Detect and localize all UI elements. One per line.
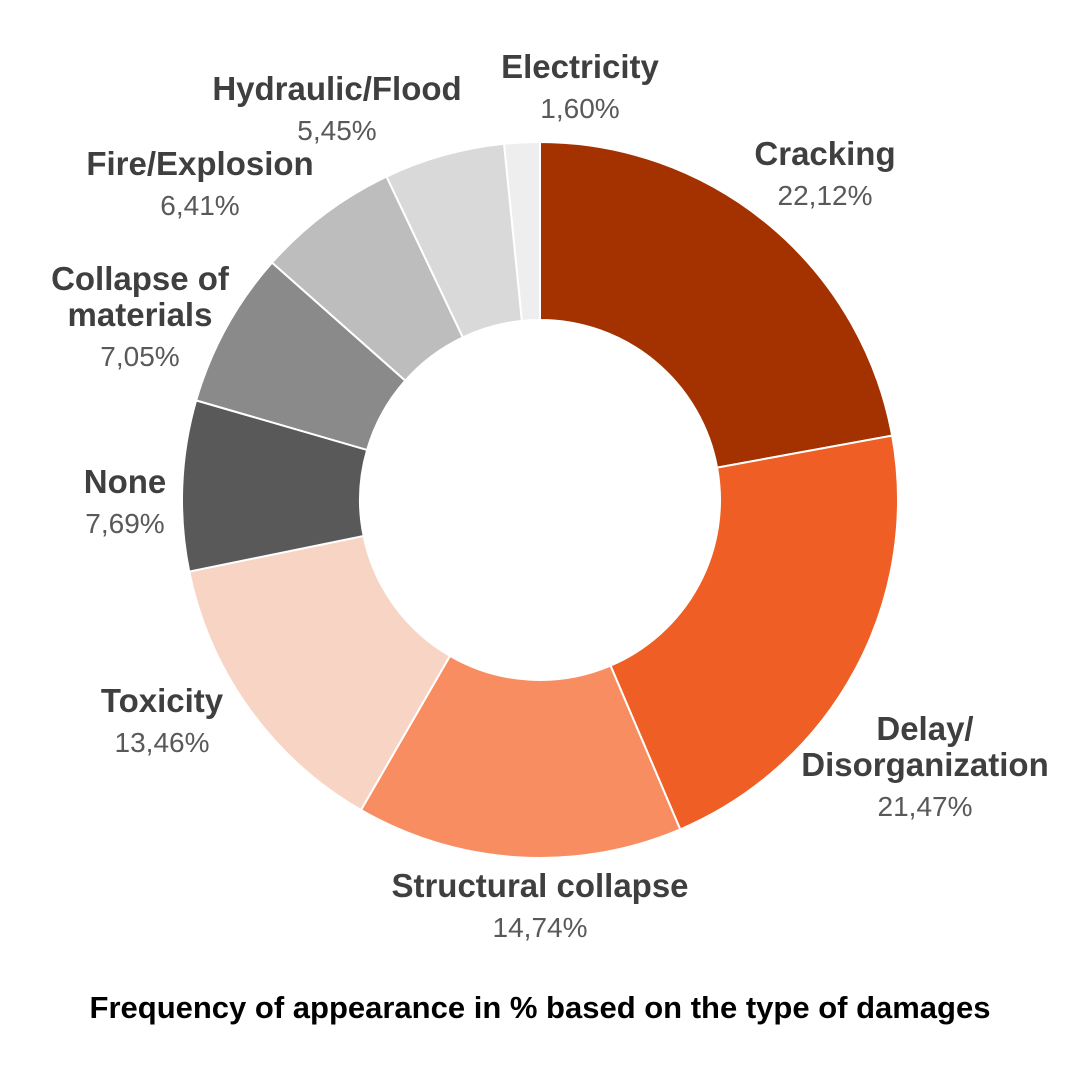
- slice-label-delay-disorganization-line-2: Disorganization: [801, 746, 1049, 783]
- slice-value-hydraulic-flood: 5,45%: [297, 115, 376, 146]
- slice-value-collapse-of-materials: 7,05%: [100, 341, 179, 372]
- slice-value-structural-collapse: 14,74%: [493, 912, 588, 943]
- slice-value-toxicity: 13,46%: [115, 727, 210, 758]
- slice-labels: Cracking 22,12% Delay/Disorganization 21,47…: [51, 48, 1049, 943]
- slice-label-delay-disorganization-line-1: Delay/: [876, 710, 973, 747]
- slice-electricity: [502, 140, 541, 323]
- slice-label-collapse-of-materials-line-1: Collapse of: [51, 260, 230, 297]
- slice-delay-disorganization: [609, 434, 899, 831]
- slice-label-toxicity: Toxicity: [101, 682, 224, 719]
- slice-label-none: None: [84, 463, 167, 500]
- slice-label-collapse-of-materials-line-2: materials: [68, 296, 213, 333]
- slice-label-fire-explosion: Fire/Explosion: [86, 145, 313, 182]
- slice-label-cracking: Cracking: [754, 135, 895, 172]
- slice-value-cracking: 22,12%: [778, 180, 873, 211]
- slice-label-hydraulic-flood: Hydraulic/Flood: [212, 70, 461, 107]
- slice-value-electricity: 1,60%: [540, 93, 619, 124]
- slice-label-electricity: Electricity: [501, 48, 659, 85]
- slice-cracking: [539, 140, 894, 469]
- donut-slices: [181, 140, 899, 859]
- chart-title: Frequency of appearance in % based on th…: [89, 990, 991, 1025]
- slice-value-none: 7,69%: [85, 508, 164, 539]
- slice-toxicity: [188, 534, 452, 812]
- slice-label-structural-collapse: Structural collapse: [391, 867, 688, 904]
- slice-value-fire-explosion: 6,41%: [160, 190, 239, 221]
- slice-value-delay-disorganization: 21,47%: [878, 791, 973, 822]
- slice-structural-collapse: [359, 654, 682, 859]
